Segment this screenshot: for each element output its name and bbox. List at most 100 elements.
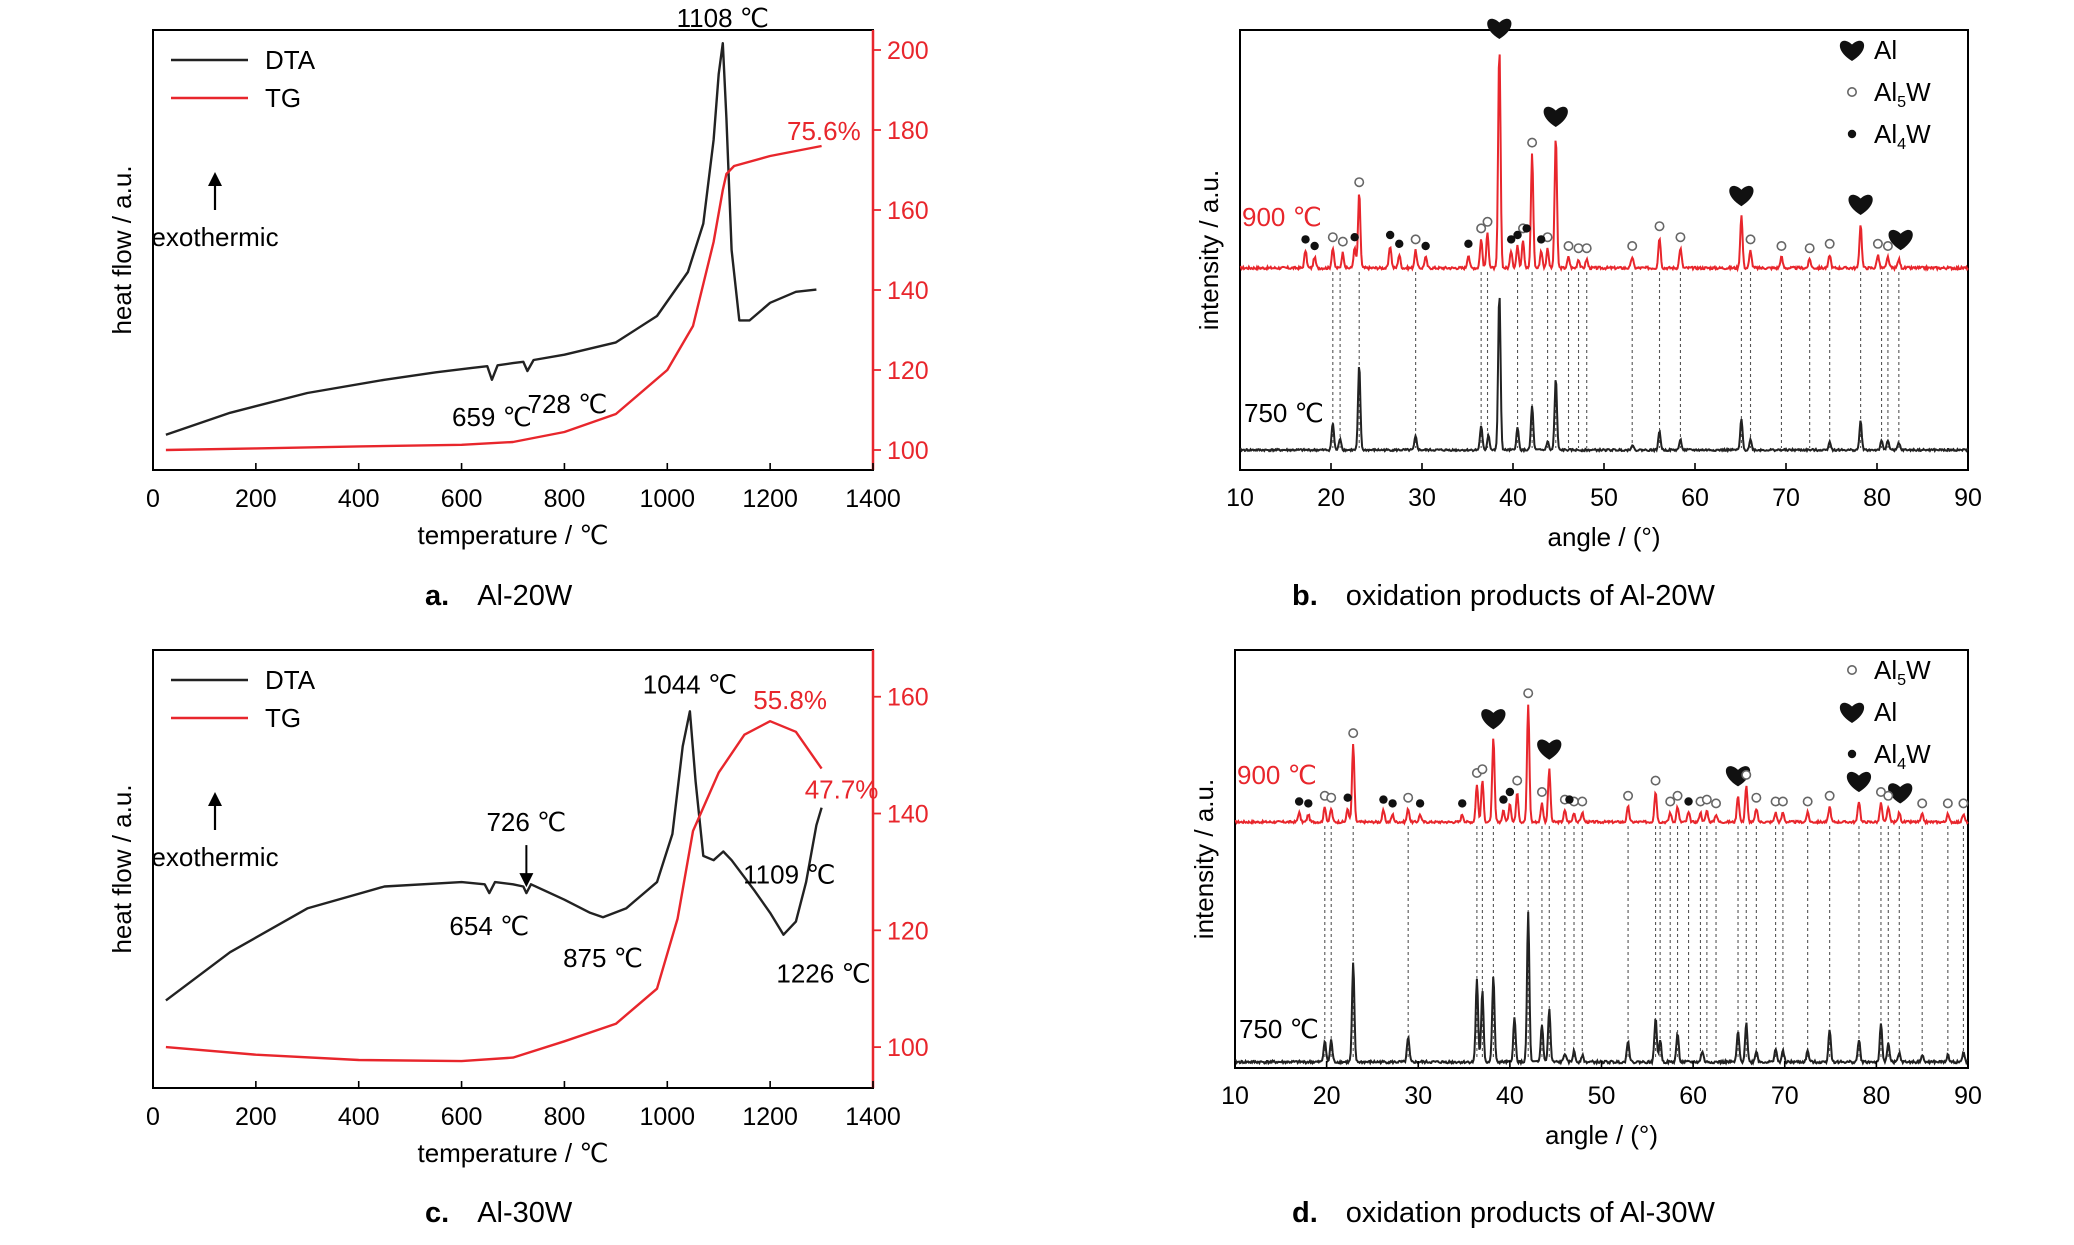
phase-marker-open-circle — [1354, 177, 1365, 188]
x-axis-title: temperature / ℃ — [417, 520, 608, 550]
x-tick-label: 10 — [1226, 484, 1254, 512]
phase-marker-open-circle — [1577, 796, 1588, 807]
phase-marker-open-circle — [1348, 728, 1359, 739]
legend-label-sub: 4 — [1897, 135, 1906, 153]
caption-text: Al-20W — [477, 580, 573, 612]
phase-marker-heart — [1481, 709, 1506, 730]
legend-label: Al5W — [1874, 655, 1931, 689]
spectrum-750-line — [1234, 911, 1969, 1067]
x-tick-label: 80 — [1863, 484, 1891, 512]
x-tick-label: 30 — [1408, 484, 1436, 512]
x-tick-label: 200 — [235, 485, 277, 513]
phase-marker-open-circle — [1777, 796, 1788, 807]
x-tick-label: 80 — [1862, 1082, 1890, 1110]
phase-marker-open-circle — [1745, 234, 1756, 245]
x-tick-label: 200 — [235, 1103, 277, 1131]
spectrum-900-line — [1234, 704, 1969, 826]
exothermic-label: exothermic — [151, 842, 278, 872]
y2-tick-label: 100 — [887, 1034, 929, 1062]
caption: a. Al-20W — [425, 580, 573, 612]
phase-marker-dot — [1464, 239, 1473, 248]
y2-tick-label: 100 — [887, 437, 929, 465]
legend-label: Al — [1874, 697, 1897, 727]
caption-text: oxidation products of Al-30W — [1346, 1197, 1716, 1229]
annotation-label: 1044 ℃ — [643, 669, 737, 699]
phase-marker-dot — [1395, 239, 1404, 248]
phase-marker-open-circle — [1623, 790, 1634, 801]
legend-label: Al5W — [1874, 77, 1931, 111]
phase-marker-open-circle — [1958, 798, 1969, 809]
phase-marker-open-circle — [1824, 238, 1835, 249]
phase-marker-heart — [1888, 229, 1913, 251]
series-label-750: 750 ℃ — [1239, 1014, 1319, 1044]
phase-marker-dot — [1522, 224, 1531, 233]
phase-marker-dot — [1415, 799, 1425, 808]
phase-marker-open-circle — [1581, 243, 1592, 254]
x-tick-label: 1400 — [845, 1103, 901, 1131]
x-tick-label: 0 — [146, 1103, 160, 1131]
annotation-arrowhead — [519, 873, 534, 888]
legend-marker-heart — [1839, 702, 1865, 723]
annotation-label: 55.8% — [753, 685, 827, 715]
legend-label-al: Al — [1874, 739, 1897, 769]
x-tick-label: 70 — [1772, 484, 1800, 512]
legend-label-sub: 5 — [1897, 93, 1906, 111]
phase-marker-open-circle — [1917, 798, 1928, 809]
y2-tick-label: 160 — [887, 684, 929, 712]
phase-marker-open-circle — [1672, 790, 1683, 801]
legend-marker-dot — [1847, 129, 1857, 139]
x-tick-label: 800 — [544, 1103, 586, 1131]
phase-marker-open-circle — [1882, 241, 1893, 252]
phase-marker-open-circle — [1527, 137, 1538, 148]
phase-marker-open-circle — [1824, 790, 1835, 801]
phase-marker-dot — [1343, 793, 1352, 802]
series-label-750: 750 ℃ — [1244, 398, 1324, 428]
x-tick-label: 1400 — [845, 485, 901, 513]
phase-marker-heart — [1888, 783, 1913, 804]
annotation-label: 728 ℃ — [527, 389, 607, 419]
y-axis-title: intensity / a.u. — [1189, 779, 1219, 939]
phase-marker-dot — [1301, 235, 1310, 244]
annotation-label: 47.7% — [805, 775, 879, 805]
legend-label: Al — [1874, 35, 1897, 65]
legend-label: DTA — [265, 45, 316, 75]
phase-marker-heart — [1487, 18, 1512, 39]
y-axis-title: heat flow / a.u. — [107, 784, 137, 953]
legend-label: DTA — [265, 665, 316, 695]
caption: d. oxidation products of Al-30W — [1292, 1197, 1716, 1229]
phase-marker-open-circle — [1536, 786, 1547, 797]
y2-tick-label: 120 — [887, 917, 929, 945]
annotation-label: 875 ℃ — [563, 943, 643, 973]
annotation-label: 726 ℃ — [486, 807, 566, 837]
spectrum-900-line — [1239, 54, 1969, 273]
phase-marker-open-circle — [1942, 798, 1953, 809]
legend-label-al: Al — [1874, 77, 1897, 107]
x-tick-label: 1000 — [639, 1103, 695, 1131]
phase-marker-dot — [1350, 233, 1359, 242]
panel-c: 0 200 400 600 800 1000 1200 1400 100 120 140 160 tem… — [107, 649, 929, 1229]
x-tick-label: 600 — [441, 485, 483, 513]
x-tick-label: 50 — [1588, 1082, 1616, 1110]
x-tick-label: 1200 — [742, 485, 798, 513]
phase-marker-open-circle — [1627, 241, 1638, 252]
phase-marker-dot — [1684, 797, 1693, 806]
phase-marker-open-circle — [1512, 775, 1523, 786]
annotation-label: 1226 ℃ — [776, 959, 870, 989]
phase-marker-open-circle — [1872, 238, 1883, 249]
annotation-label: 1108 ℃ — [677, 3, 769, 33]
phase-marker-open-circle — [1337, 236, 1348, 247]
caption-letter: a. — [425, 580, 449, 612]
phase-marker-open-circle — [1563, 241, 1574, 252]
annotation-label: 659 ℃ — [452, 402, 532, 432]
x-tick-label: 600 — [441, 1103, 483, 1131]
caption: b. oxidation products of Al-20W — [1292, 580, 1716, 612]
legend-label: TG — [265, 83, 301, 113]
legend-label-w: W — [1906, 655, 1931, 685]
legend-label: TG — [265, 703, 301, 733]
legend-label: Al4W — [1874, 119, 1931, 153]
x-tick-label: 400 — [338, 1103, 380, 1131]
legend-label-al: Al — [1874, 655, 1897, 685]
phase-marker-open-circle — [1804, 243, 1815, 254]
